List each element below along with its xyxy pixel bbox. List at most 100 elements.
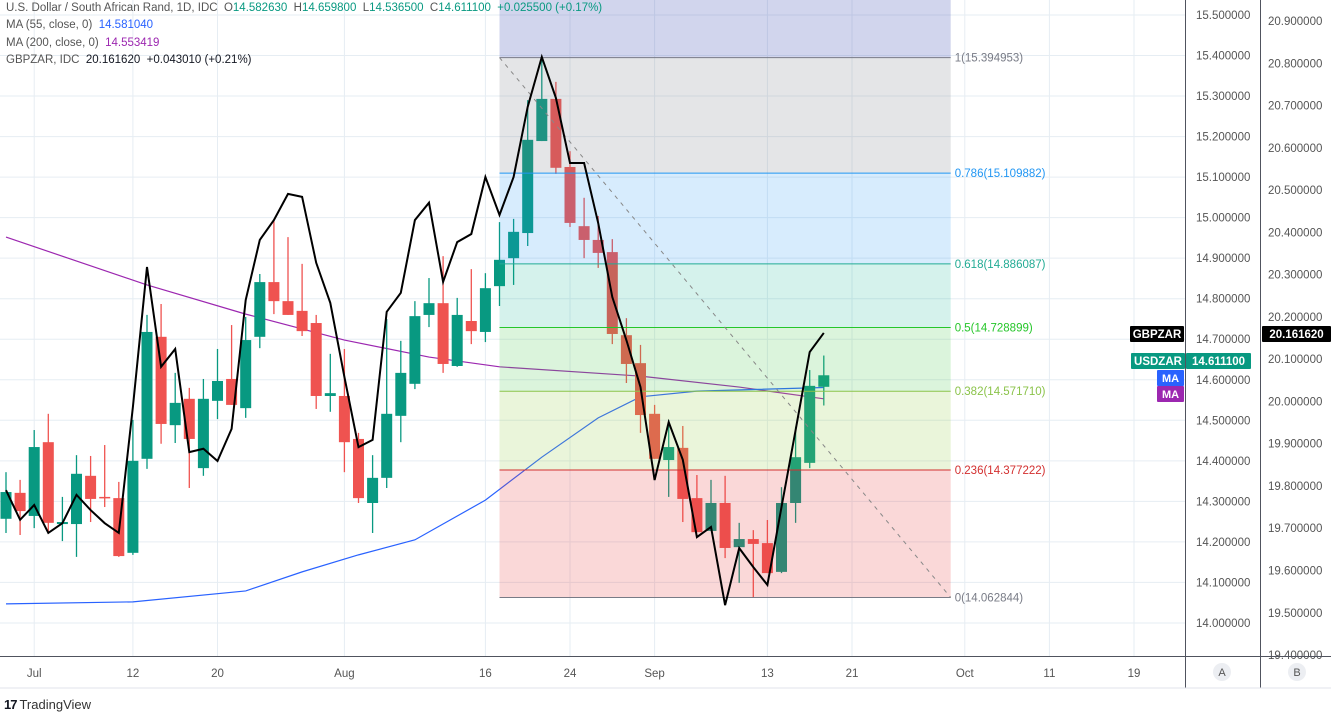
time-axis-tick: Aug	[334, 668, 354, 680]
candle-body	[212, 380, 223, 401]
candle	[790, 426, 802, 523]
candle-body	[437, 303, 449, 364]
fib-level-label: 0(14.062844)	[955, 592, 1024, 604]
candle	[761, 520, 773, 574]
left-axis-tick: 14.300000	[1196, 496, 1250, 508]
time-axis-tick: 13	[761, 668, 774, 680]
candle-body	[296, 310, 308, 332]
time-axis-tick: 12	[127, 668, 140, 680]
candle-body	[578, 226, 590, 240]
auto-scale-button-b[interactable]: B	[1288, 663, 1306, 681]
gbpzar-label-tag-bg	[1130, 326, 1184, 342]
usdzar-price-tag-text: 14.611100	[1192, 356, 1245, 368]
candle-body	[494, 259, 505, 287]
candle	[508, 218, 520, 285]
candle-body	[353, 438, 364, 499]
candle-body	[818, 375, 830, 387]
gbpzar-price-tag: 20.161620	[1262, 326, 1331, 342]
symbol-title[interactable]: U.S. Dollar / South African Rand, 1D, ID…	[6, 2, 218, 14]
close-value: 14.611100	[438, 2, 491, 14]
candle-body	[338, 395, 350, 443]
legend-main: U.S. Dollar / South African Rand, 1D, ID…	[6, 0, 602, 17]
candle-body	[747, 539, 759, 544]
candle	[649, 404, 661, 459]
candle-body	[28, 447, 40, 516]
left-axis-tick: 14.400000	[1196, 456, 1250, 468]
candle-body	[550, 98, 562, 168]
candle	[71, 455, 82, 557]
candle	[620, 318, 632, 384]
candle	[212, 348, 223, 420]
right-axis-tick: 20.900000	[1268, 16, 1322, 28]
candle	[395, 340, 407, 443]
candle-body	[324, 393, 336, 396]
candle	[705, 479, 717, 531]
candle-body	[663, 447, 675, 461]
right-axis-tick: 19.600000	[1268, 566, 1322, 578]
tradingview-logo-icon: 17	[4, 697, 18, 712]
legend-compare[interactable]: GBPZAR, IDC 20.161620 +0.043010 (+0.21%)	[6, 52, 602, 69]
ma55-tag: MA	[1157, 370, 1184, 386]
gbpzar-price-tag-bg	[1262, 326, 1331, 342]
auto-scale-button-a[interactable]: A	[1213, 663, 1231, 681]
left-axis-tick: 15.000000	[1196, 213, 1250, 225]
right-axis-tick: 20.800000	[1268, 58, 1322, 70]
fib-level-label: 0.618(14.886087)	[955, 259, 1046, 271]
usdzar-price-tag: 14.611100	[1186, 353, 1251, 369]
candle	[28, 430, 40, 529]
candle	[296, 263, 308, 336]
candle	[719, 475, 731, 559]
fib-zone	[499, 57, 951, 174]
candle-body	[169, 402, 181, 426]
candle	[776, 487, 787, 574]
candle-body	[141, 331, 153, 459]
time-axis-tick: Sep	[644, 668, 664, 680]
candle-body	[790, 457, 802, 503]
legend-ma200[interactable]: MA (200, close, 0) 14.553419	[6, 35, 602, 52]
right-axis-tick: 20.700000	[1268, 101, 1322, 113]
right-axis-tick: 20.100000	[1268, 354, 1322, 366]
right-axis-tick: 20.200000	[1268, 312, 1322, 324]
candle-body	[127, 460, 139, 553]
candle-body	[99, 496, 111, 499]
low-label: L	[362, 2, 370, 14]
legend-ma55[interactable]: MA (55, close, 0) 14.581040	[6, 17, 602, 34]
ma55-line	[5, 386, 824, 605]
time-axis-tick: Oct	[956, 668, 975, 680]
brand-name[interactable]: TradingView	[19, 697, 92, 712]
candle	[254, 273, 266, 349]
right-axis-tick: 19.800000	[1268, 481, 1322, 493]
left-axis-tick: 14.700000	[1196, 334, 1250, 346]
candle-body	[42, 442, 54, 523]
ma200-tag-text: MA	[1162, 389, 1179, 401]
candle-body	[592, 239, 604, 253]
fibonacci-retracement[interactable]: 1(15.394953) 0.786(15.109882) 0.618(14.886…	[499, 0, 1046, 604]
compare-change: +0.043010 (+0.21%)	[146, 53, 252, 66]
candle	[367, 455, 379, 533]
candle	[691, 475, 703, 533]
candle	[141, 314, 153, 469]
candle	[226, 325, 238, 405]
candle	[804, 370, 816, 469]
ma200-label: MA (200, close, 0)	[6, 36, 99, 49]
candle-body	[155, 336, 167, 424]
candle	[437, 256, 449, 373]
candle	[282, 237, 294, 315]
candle	[409, 301, 421, 390]
candle-body	[268, 282, 280, 302]
gbpzar-price-tag-text: 20.161620	[1269, 329, 1323, 341]
time-axis-tick: 24	[564, 668, 577, 680]
gbpzar-compare-line	[5, 53, 825, 606]
fib-zone	[499, 391, 951, 471]
right-axis-tick: 20.500000	[1268, 185, 1322, 197]
fib-level-label: 0.786(15.109882)	[955, 168, 1046, 180]
high-value: 14.659800	[301, 2, 357, 14]
candle-body	[310, 323, 322, 396]
candle	[155, 303, 167, 444]
candle-body	[761, 543, 773, 574]
candle	[423, 278, 435, 328]
low-value: 14.536500	[369, 2, 424, 14]
gbpzar-line	[5, 53, 825, 606]
candle	[14, 479, 26, 535]
